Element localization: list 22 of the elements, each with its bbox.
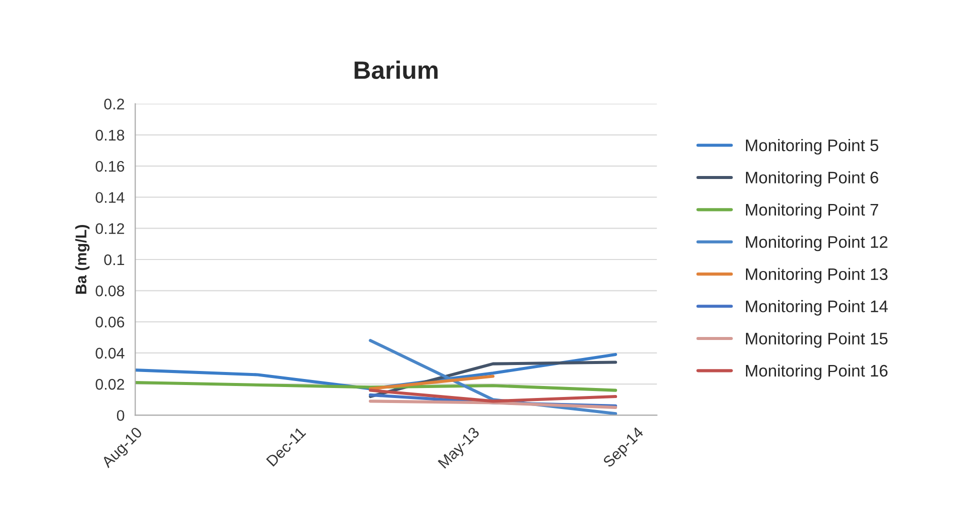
y-tick-label: 0.04 [96, 348, 124, 359]
y-tick-label: 0.12 [96, 223, 124, 234]
y-tick-label: 0.14 [96, 192, 124, 203]
legend-label: Monitoring Point 12 [746, 236, 888, 252]
legend-label: Monitoring Point 7 [746, 203, 878, 219]
y-tick-label: 0.06 [96, 316, 124, 328]
y-tick-label: 0 [116, 410, 124, 421]
y-tick-label: 0.16 [96, 160, 124, 172]
legend-label: Monitoring Point 5 [746, 139, 878, 155]
y-axis-title: Ba (mg/L) [75, 225, 90, 294]
legend-label: Monitoring Point 16 [746, 364, 888, 380]
y-tick-label: 0.08 [96, 286, 124, 296]
y-tick-label: 0.18 [96, 130, 124, 141]
y-tick-label: 0.02 [96, 378, 124, 390]
line-series [135, 380, 618, 392]
chart-title: Barium [354, 60, 438, 80]
y-tick-label: 0.2 [104, 98, 124, 110]
legend-label: Monitoring Point 14 [746, 300, 888, 316]
legend-label: Monitoring Point 13 [746, 268, 888, 284]
legend-label: Monitoring Point 6 [746, 171, 878, 187]
y-tick-label: 0.1 [104, 254, 124, 266]
legend-label: Monitoring Point 15 [746, 332, 888, 348]
